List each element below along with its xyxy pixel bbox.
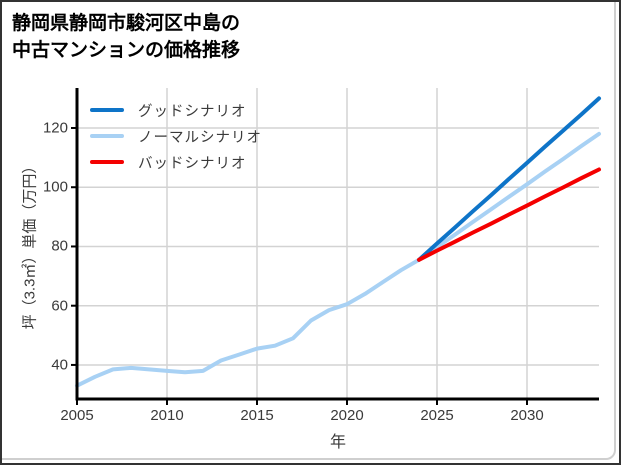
legend-item-good: グッドシナリオ (90, 97, 262, 123)
legend-item-bad: バッドシナリオ (90, 149, 262, 175)
legend: グッドシナリオ ノーマルシナリオ バッドシナリオ (90, 97, 262, 175)
x-tick-label: 2015 (240, 407, 274, 424)
y-tick-label: 80 (51, 237, 68, 255)
x-tick-label: 2030 (510, 407, 544, 424)
x-axis-title: 年 (329, 434, 347, 451)
x-tick-label: 2010 (150, 407, 184, 424)
normal-scenario-line-swatch (90, 134, 124, 138)
y-tick-label: 40 (51, 356, 68, 374)
legend-label-normal: ノーマルシナリオ (138, 129, 262, 146)
x-tick-label: 2005 (60, 407, 94, 424)
chart-title: 静岡県静岡市駿河区中島の 中古マンションの価格推移 (12, 13, 241, 61)
legend-label-good: グッドシナリオ (138, 103, 247, 120)
legend-item-normal: ノーマルシナリオ (90, 123, 262, 149)
good-scenario-line-swatch (90, 108, 124, 112)
y-axis-title: 坪（3.3㎡）単価（万円） (21, 158, 39, 330)
y-tick-label: 120 (42, 119, 68, 137)
legend-label-bad: バッドシナリオ (138, 155, 247, 172)
x-tick-label: 2020 (330, 407, 364, 424)
bad-scenario-line-swatch (90, 160, 124, 164)
x-tick-label: 2025 (420, 407, 454, 424)
y-tick-label: 100 (42, 178, 68, 196)
y-tick-label: 60 (51, 297, 68, 315)
